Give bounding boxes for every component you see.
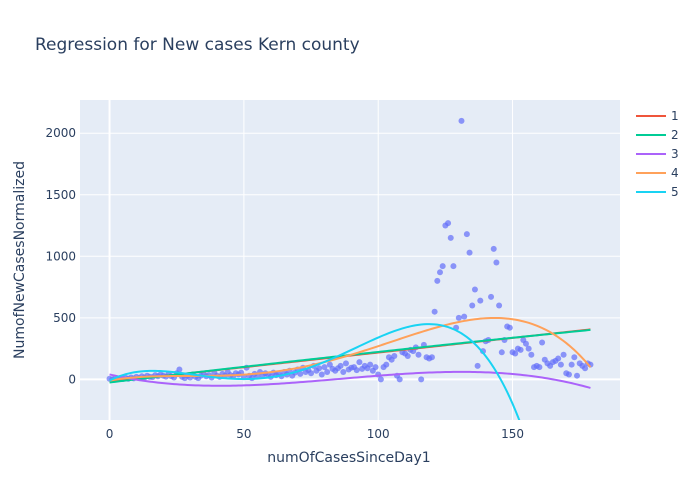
data-point xyxy=(324,369,331,375)
series-line-4 xyxy=(109,316,592,382)
y-tick-label: 500 xyxy=(53,311,76,325)
data-point xyxy=(308,370,315,377)
legend-label-1: 1 xyxy=(671,109,679,123)
data-point xyxy=(574,372,581,379)
data-point xyxy=(568,361,575,368)
data-point xyxy=(431,308,438,315)
data-point xyxy=(455,314,462,321)
data-point xyxy=(377,376,384,383)
data-point xyxy=(571,354,578,361)
data-point xyxy=(555,355,562,362)
y-tick-label: 0 xyxy=(68,372,76,386)
data-point xyxy=(458,117,465,124)
data-point xyxy=(493,259,500,266)
data-point xyxy=(321,364,328,371)
data-point xyxy=(560,351,567,358)
data-point xyxy=(498,349,505,356)
data-point xyxy=(469,302,476,309)
x-tick-label: 150 xyxy=(501,427,524,441)
data-point xyxy=(536,364,543,371)
data-point xyxy=(326,361,333,368)
data-point xyxy=(439,263,446,270)
data-point xyxy=(318,371,325,378)
data-point xyxy=(477,297,484,304)
x-tick-label: 100 xyxy=(367,427,390,441)
data-point xyxy=(512,350,519,357)
data-point xyxy=(356,359,363,366)
x-axis-title: numOfCasesSinceDay1 xyxy=(267,450,430,466)
legend-label-3: 3 xyxy=(671,147,679,161)
series-line-3 xyxy=(109,370,591,389)
regression-curves xyxy=(109,316,592,420)
data-point xyxy=(297,370,304,377)
chart-title: Regression for New cases Kern county xyxy=(35,35,360,55)
data-point xyxy=(490,245,497,252)
legend-label-2: 2 xyxy=(671,128,679,142)
data-point xyxy=(557,361,564,368)
legend-label-5: 5 xyxy=(671,185,679,199)
data-point xyxy=(445,220,452,227)
data-point xyxy=(337,362,344,369)
data-point xyxy=(396,376,403,383)
data-point xyxy=(391,353,398,359)
data-point xyxy=(383,361,390,368)
data-point xyxy=(316,365,323,372)
data-point xyxy=(372,364,379,371)
data-point xyxy=(340,369,347,375)
data-point xyxy=(582,365,589,372)
data-point xyxy=(522,340,529,347)
data-point xyxy=(450,263,457,270)
data-point xyxy=(466,249,473,256)
data-point xyxy=(471,286,478,293)
data-point xyxy=(528,351,535,358)
data-point xyxy=(463,231,470,238)
data-point xyxy=(176,366,183,373)
legend-label-4: 4 xyxy=(671,166,679,180)
data-point xyxy=(461,313,468,320)
data-point xyxy=(404,353,411,359)
data-point xyxy=(367,361,374,368)
data-point xyxy=(428,354,435,361)
data-point xyxy=(525,345,532,352)
data-point xyxy=(539,339,546,346)
y-tick-label: 1000 xyxy=(45,249,76,263)
data-point xyxy=(474,362,481,369)
series-line-5 xyxy=(109,323,521,420)
y-axis-title: NumofNewCasesNormalized xyxy=(12,161,28,359)
data-point xyxy=(434,277,441,284)
x-tick-label: 50 xyxy=(236,427,251,441)
data-point xyxy=(488,293,495,300)
y-tick-label: 1500 xyxy=(45,188,76,202)
data-point xyxy=(565,371,572,378)
data-point xyxy=(437,269,443,276)
data-point xyxy=(517,346,524,353)
legend: 1 2 3 4 5 xyxy=(636,109,679,199)
data-point xyxy=(342,360,349,367)
data-point xyxy=(418,376,425,383)
data-point xyxy=(353,367,360,374)
y-tick-label: 2000 xyxy=(45,126,76,140)
data-point xyxy=(447,234,454,241)
data-point xyxy=(415,351,422,358)
x-tick-label: 0 xyxy=(106,427,114,441)
data-point xyxy=(496,302,503,309)
data-point xyxy=(506,324,513,331)
